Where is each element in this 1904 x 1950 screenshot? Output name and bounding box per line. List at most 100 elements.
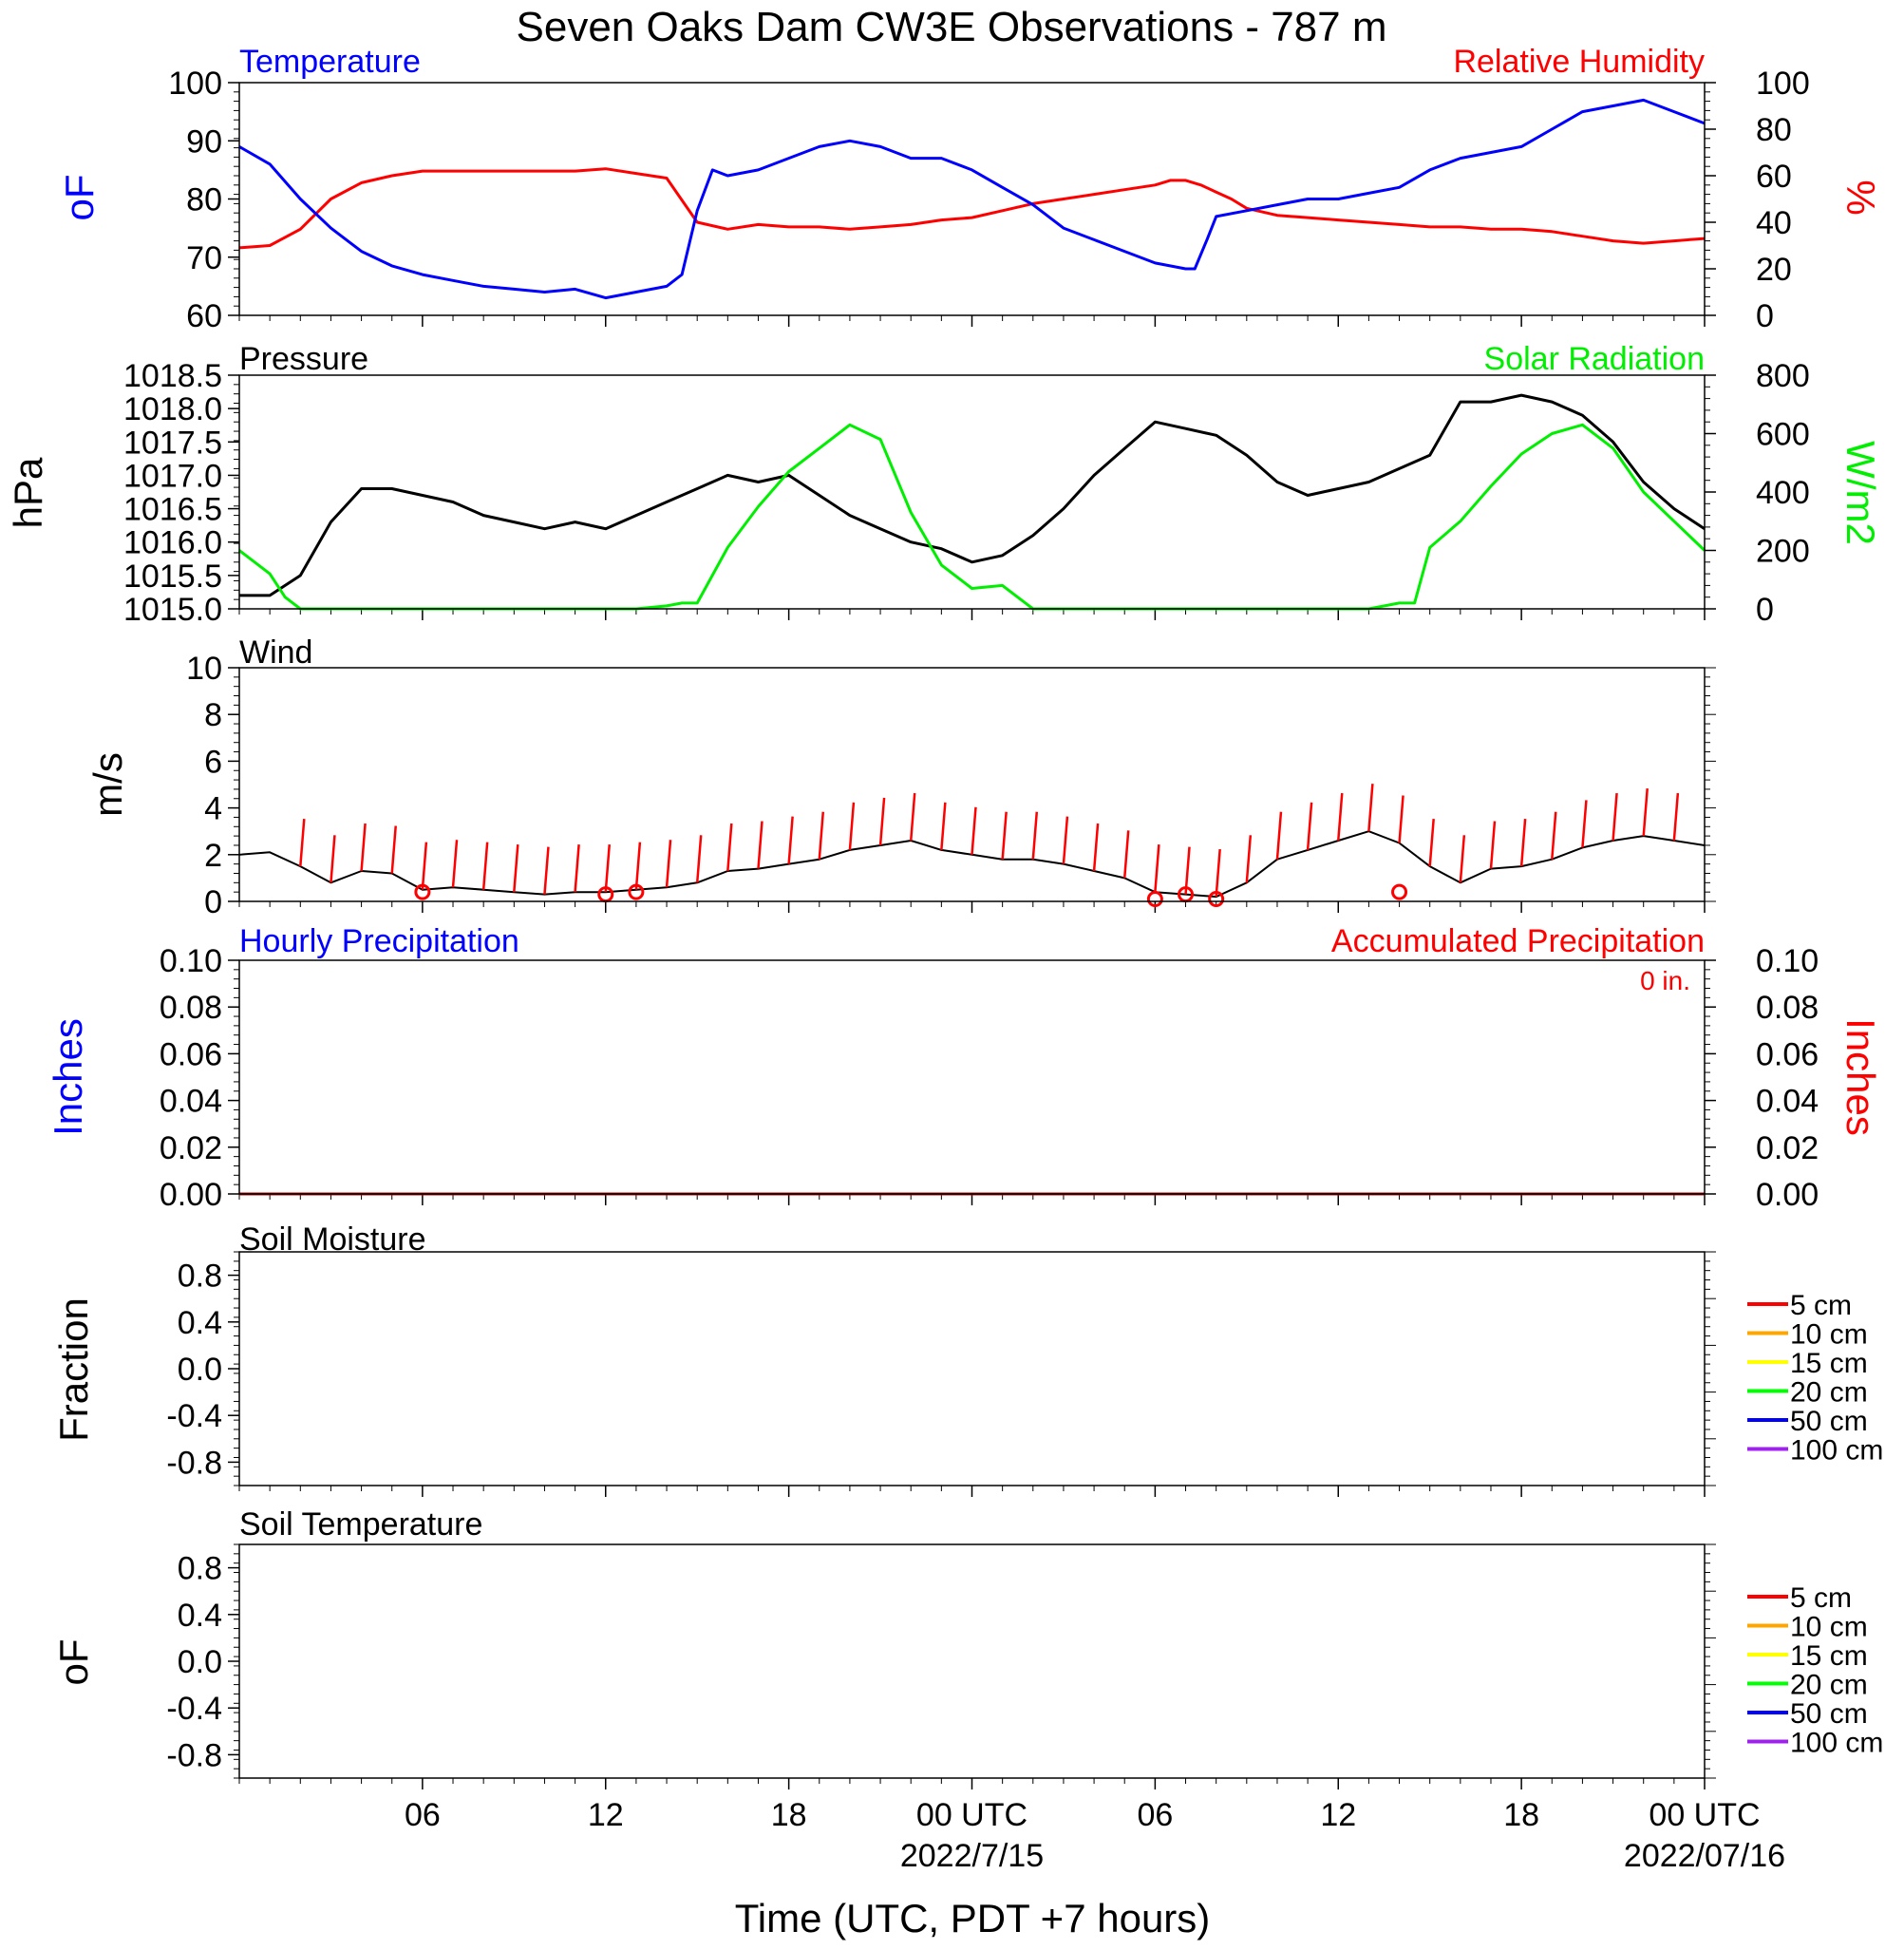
y-tick-label: 1017.5	[123, 425, 222, 461]
x-axis-label: Time (UTC, PDT +7 hours)	[735, 1896, 1211, 1941]
y-tick-label: 1017.0	[123, 458, 222, 494]
y-right-tick-label: 0	[1756, 298, 1774, 334]
y-right-tick-label: 0.00	[1756, 1177, 1819, 1213]
y-tick-label: 1018.0	[123, 391, 222, 427]
wind-barb	[634, 842, 642, 890]
wind-barb	[1031, 811, 1039, 860]
x-tick-label: 00 UTC	[916, 1797, 1027, 1833]
legend-label: 15 cm	[1790, 1348, 1868, 1379]
panel-soil-temperature: Soil Temperature oF -0.8 -0.4 0.0 0.4 0.8 5 …	[51, 1506, 1883, 1789]
temperature-line	[238, 98, 1706, 300]
x-date-label: 2022/7/15	[900, 1838, 1044, 1874]
legend-label: 15 cm	[1790, 1640, 1868, 1672]
x-tick-label: 12	[1320, 1797, 1356, 1833]
y-tick-label: 0.4	[178, 1598, 222, 1634]
legend-label: 5 cm	[1790, 1582, 1852, 1614]
wind-barb	[390, 825, 397, 874]
solar-line	[238, 423, 1706, 611]
y-tick-label: 1018.5	[123, 358, 222, 394]
y-right-tick-label: 0.04	[1756, 1084, 1819, 1120]
wind-ylabel: m/s	[85, 752, 130, 817]
wind-barb	[481, 842, 489, 890]
wind-barb	[1672, 792, 1680, 842]
y-tick-label: 90	[186, 123, 222, 160]
y-tick-label: 80	[186, 182, 222, 218]
y-right-tick-label: 20	[1756, 252, 1792, 288]
pressure-line	[239, 393, 1706, 597]
wind-barb	[787, 816, 794, 864]
y-tick-label: -0.4	[166, 1691, 222, 1727]
wind-barb	[1154, 844, 1160, 893]
x-tick-label: 12	[588, 1797, 624, 1833]
wind-barb	[1092, 823, 1100, 872]
wind-barb	[848, 802, 856, 850]
y-right-tick-label: 0.02	[1756, 1130, 1819, 1166]
y-tick-label: 1015.0	[123, 592, 222, 628]
calm-marker	[414, 883, 431, 900]
panel-soil-moisture: Soil Moisture Fraction -0.8-0.40.00.40.8…	[51, 1221, 1883, 1497]
legend-label: 50 cm	[1790, 1698, 1868, 1730]
soil-moisture-ylabel: Fraction	[51, 1297, 96, 1442]
wind-barb	[909, 792, 916, 842]
y-tick-label: 70	[186, 240, 222, 276]
legend-label: 20 cm	[1790, 1670, 1868, 1701]
wind-barb	[757, 821, 763, 869]
y-tick-label: 0.08	[160, 990, 222, 1026]
y-tick-label: 0.04	[160, 1084, 222, 1120]
x-tick-label: 18	[1503, 1797, 1539, 1833]
wind-barb	[1519, 819, 1527, 867]
calm-marker	[1146, 891, 1163, 908]
hourly-precip-ylabel: Inches	[46, 1018, 90, 1136]
wind-barb	[451, 840, 459, 888]
wind-barb	[1581, 800, 1588, 848]
x-date-label: 2022/07/16	[1624, 1838, 1785, 1874]
y-right-tick-label: 200	[1756, 534, 1810, 570]
wind-barb	[1001, 811, 1008, 860]
solar-title: Solar Radiation	[1484, 341, 1705, 377]
wind-barb	[1062, 816, 1069, 864]
legend-label: 100 cm	[1790, 1728, 1883, 1759]
legend-label: 10 cm	[1790, 1612, 1868, 1643]
panel-frame	[238, 667, 1706, 902]
hourly-precip-title: Hourly Precipitation	[239, 923, 519, 959]
y-right-tick-label: 0.06	[1756, 1036, 1819, 1072]
calm-marker	[628, 883, 645, 900]
x-tick-label: 06	[1137, 1797, 1173, 1833]
y-tick-label: 0.10	[160, 943, 222, 979]
wind-barb	[1398, 795, 1404, 843]
panel-precip: Hourly Precipitation Accumulated Precipi…	[46, 923, 1883, 1213]
accum-precip-title: Accumulated Precipitation	[1331, 923, 1705, 959]
y-right-tick-label: 80	[1756, 112, 1792, 148]
y-tick-label: 0.0	[178, 1644, 222, 1680]
calm-marker	[1391, 883, 1408, 900]
panel-frame	[238, 374, 1706, 610]
y-tick-label: 0.02	[160, 1130, 222, 1166]
wind-barb	[1459, 835, 1466, 883]
y-tick-label: 100	[168, 66, 222, 102]
y-tick-label: 4	[204, 791, 222, 827]
legend-label: 5 cm	[1790, 1290, 1852, 1321]
panel-wind: Wind m/s 0 2 4 6 8 10	[85, 634, 1716, 920]
panel-frame	[238, 1543, 1706, 1779]
calm-marker	[1208, 891, 1225, 908]
x-tick-label: 00 UTC	[1649, 1797, 1760, 1833]
accum-precip-ylabel: Inches	[1838, 1018, 1883, 1136]
y-right-tick-label: 0.10	[1756, 943, 1819, 979]
y-tick-label: -0.4	[166, 1398, 222, 1434]
wind-barb	[360, 823, 367, 872]
wind-barb	[1306, 802, 1313, 850]
wind-barb	[695, 835, 703, 883]
soil-temp-ylabel: oF	[51, 1638, 96, 1685]
wind-barb	[299, 819, 306, 867]
y-right-tick-label: 40	[1756, 205, 1792, 241]
y-tick-label: -0.8	[166, 1737, 222, 1773]
wind-barb	[1551, 811, 1557, 860]
x-tick-label: 06	[405, 1797, 441, 1833]
y-tick-label: -0.8	[166, 1445, 222, 1481]
y-tick-label: 0.00	[160, 1177, 222, 1213]
temperature-title: Temperature	[239, 44, 421, 80]
y-right-tick-label: 0.08	[1756, 990, 1819, 1026]
y-right-tick-label: 800	[1756, 358, 1810, 394]
pressure-title: Pressure	[239, 341, 368, 377]
